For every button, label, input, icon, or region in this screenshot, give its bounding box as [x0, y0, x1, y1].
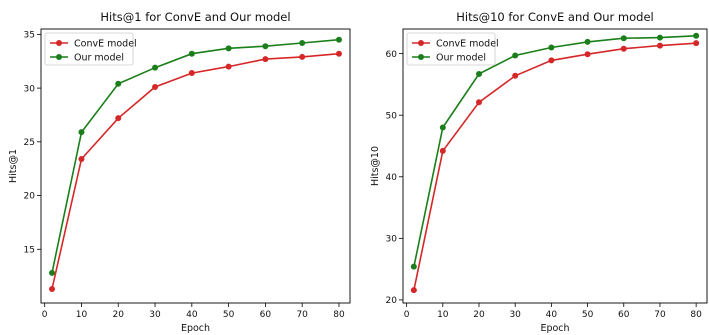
x-tick-label: 0 [42, 310, 48, 320]
legend-marker [418, 40, 424, 46]
y-axis-label: Hits@1 [8, 149, 19, 183]
data-point [656, 42, 663, 49]
x-tick-label: 30 [149, 310, 161, 320]
y-tick-label: 50 [386, 111, 398, 121]
y-tick-label: 25 [24, 138, 35, 148]
legend-label: ConvE model [436, 38, 499, 49]
data-point [548, 57, 555, 64]
y-tick-label: 15 [24, 245, 35, 255]
data-point [78, 129, 85, 136]
data-point [439, 124, 446, 131]
data-point [693, 40, 700, 47]
y-tick-label: 30 [386, 235, 398, 245]
chart-2: Hits@10 for ConvE and Our model 0 10 20 30 40… [370, 10, 708, 334]
y-axis-label: Hits@10 [370, 146, 381, 186]
x-tick-label: 70 [296, 310, 308, 320]
y-tick-label: 30 [24, 84, 36, 94]
data-point [335, 36, 342, 43]
x-tick-label: 10 [76, 310, 88, 320]
x-tick-label: 20 [473, 310, 485, 320]
data-point [656, 34, 663, 41]
data-point [225, 63, 232, 70]
y-tick-label: 20 [386, 296, 398, 306]
y-tick-label: 20 [24, 192, 36, 202]
legend: ConvE model Our model [44, 32, 137, 66]
x-tick-label: 40 [546, 310, 558, 320]
chart-1: Hits@1 for ConvE and Our model 0 10 20 30 40 5… [8, 10, 351, 334]
data-point [299, 53, 306, 60]
data-point [410, 263, 417, 270]
data-point [49, 269, 56, 276]
y-tick-label: 35 [24, 31, 35, 41]
data-point [584, 38, 591, 45]
x-tick-label: 80 [333, 310, 345, 320]
x-tick-label: 60 [260, 310, 272, 320]
data-point [262, 43, 269, 50]
x-tick-label: 50 [582, 310, 594, 320]
series-line [51, 52, 340, 290]
legend-label: Our model [74, 52, 124, 63]
plot-frame [40, 28, 351, 304]
x-tick-label: 10 [437, 310, 449, 320]
data-point [78, 156, 85, 163]
data-point [225, 45, 232, 52]
data-point [476, 70, 482, 77]
data-point [620, 45, 627, 52]
series-our-model [49, 36, 342, 276]
data-point [584, 51, 591, 58]
data-point [115, 115, 122, 122]
y-tick-label: 40 [386, 173, 398, 183]
x-tick-label: 60 [618, 310, 630, 320]
series-line [413, 35, 697, 267]
x-tick-label: 70 [654, 310, 666, 320]
data-point [512, 52, 519, 59]
plot-frame [402, 28, 708, 304]
legend-marker [56, 54, 62, 60]
data-point [620, 35, 627, 42]
series-conve [410, 40, 700, 294]
legend-marker [56, 40, 62, 46]
data-point [410, 287, 417, 294]
data-point [152, 84, 159, 91]
x-tick-label: 50 [223, 310, 235, 320]
y-tick-label: 60 [386, 50, 398, 60]
data-point [188, 70, 195, 77]
data-point [299, 39, 306, 46]
data-point [548, 44, 555, 51]
series-line [413, 42, 697, 291]
data-point [49, 286, 56, 293]
data-point [512, 72, 519, 79]
x-tick-label: 0 [404, 310, 410, 320]
data-point [476, 99, 482, 106]
data-point [335, 50, 342, 57]
legend: ConvE model Our model [406, 32, 499, 66]
x-tick-label: 20 [113, 310, 125, 320]
legend-label: ConvE model [74, 38, 137, 49]
x-axis-label: Epoch [540, 323, 569, 334]
data-point [439, 147, 446, 154]
x-tick-label: 80 [690, 310, 702, 320]
x-axis-label: Epoch [181, 323, 210, 334]
series-our-model [410, 32, 700, 270]
chart-title: Hits@1 for ConvE and Our model [100, 10, 290, 24]
legend-label: Our model [436, 52, 486, 63]
x-tick-label: 30 [509, 310, 521, 320]
data-point [152, 64, 159, 71]
data-point [115, 80, 122, 87]
data-point [693, 32, 700, 39]
series-conve [49, 50, 342, 293]
data-point [188, 50, 195, 57]
data-point [262, 56, 269, 63]
chart-title: Hits@10 for ConvE and Our model [456, 10, 654, 24]
x-tick-label: 40 [186, 310, 198, 320]
legend-marker [418, 54, 424, 60]
series-line [51, 38, 340, 274]
